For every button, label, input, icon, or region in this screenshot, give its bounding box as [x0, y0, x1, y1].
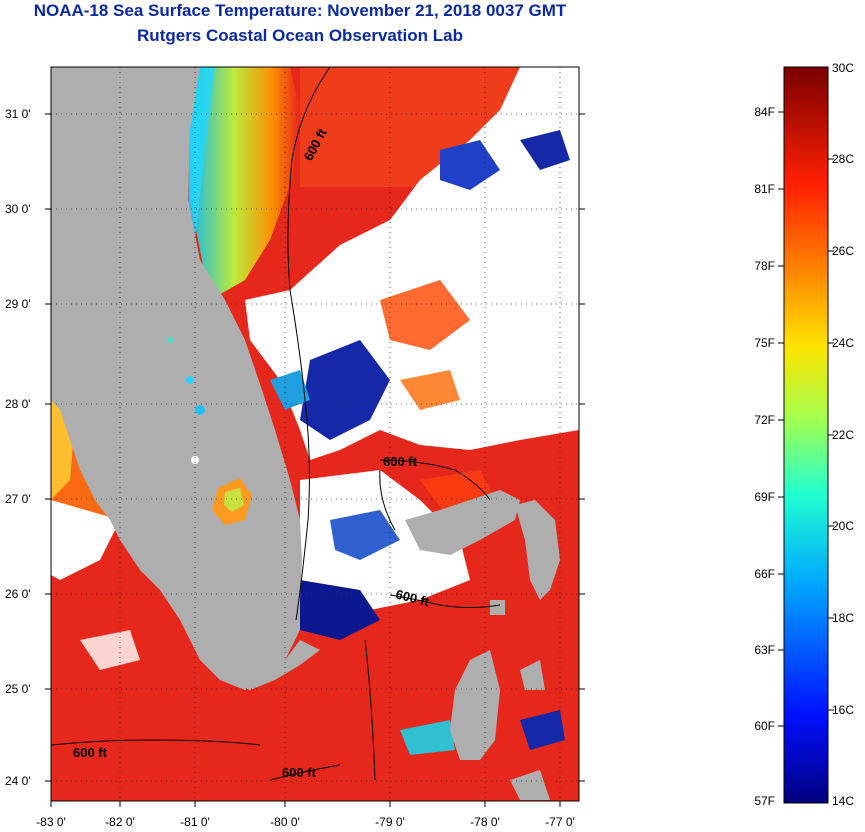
lat-label: 27 0' — [5, 492, 31, 506]
map-title: NOAA-18 Sea Surface Temperature: Novembe… — [33, 1, 567, 20]
colorbar-celsius-label: 22C — [832, 428, 854, 442]
colorbar-fahrenheit-label: 81F — [754, 182, 775, 196]
lat-label: 30 0' — [5, 202, 31, 216]
lat-label: 29 0' — [5, 297, 31, 311]
colorbar-celsius-label: 26C — [832, 244, 854, 258]
lon-label: -78 0' — [470, 815, 500, 829]
lon-label: -81 0' — [180, 815, 210, 829]
contour-label: 600 ft — [383, 454, 418, 469]
colorbar-fahrenheit-label: 72F — [754, 413, 775, 427]
colorbar-fahrenheit-label: 66F — [754, 567, 775, 581]
lat-label: 24 0' — [5, 774, 31, 788]
colorbar-celsius-label: 20C — [832, 519, 854, 533]
colorbar-celsius-label: 14C — [832, 794, 854, 808]
lat-label: 28 0' — [5, 397, 31, 411]
colorbar-fahrenheit-label: 75F — [754, 336, 775, 350]
colorbar-celsius-label: 24C — [832, 336, 854, 350]
cold-patch — [300, 340, 390, 440]
lon-label: -79 0' — [375, 815, 405, 829]
lat-label: 31 0' — [5, 107, 31, 121]
map-frame — [50, 66, 580, 802]
colorbar-fahrenheit-label: 84F — [754, 105, 775, 119]
colorbar-fahrenheit-label: 60F — [754, 719, 775, 733]
colorbar-fahrenheit-label: 63F — [754, 643, 775, 657]
lon-label: -77 0' — [545, 815, 575, 829]
map-subtitle: Rutgers Coastal Ocean Observation Lab — [137, 26, 463, 45]
andros-island — [450, 650, 500, 760]
lat-label: 26 0' — [5, 587, 31, 601]
colorbar-celsius-label: 28C — [832, 152, 854, 166]
cool-shelf-water — [190, 67, 300, 300]
colorbar-fahrenheit-label: 69F — [754, 490, 775, 504]
colorbar — [783, 66, 829, 804]
graticule — [51, 67, 579, 801]
lon-label: -80 0' — [270, 815, 300, 829]
florida-peninsula — [51, 67, 302, 690]
lat-label: 25 0' — [5, 682, 31, 696]
colorbar-ticks — [778, 111, 834, 727]
contour-label: 600 ft — [282, 765, 317, 780]
contour-600ft — [51, 67, 501, 781]
colorbar-celsius-label: 18C — [832, 611, 854, 625]
sst-field — [51, 67, 579, 801]
lon-label: -82 0' — [105, 815, 135, 829]
colorbar-fahrenheit-label: 78F — [754, 259, 775, 273]
grand-bahama-island — [405, 490, 520, 555]
colorbar-fahrenheit-label: 57F — [754, 794, 775, 808]
contour-label: 600 ft — [73, 745, 108, 760]
colorbar-celsius-label: 30C — [832, 61, 854, 75]
colorbar-celsius-label: 16C — [832, 703, 854, 717]
axis-ticks — [45, 113, 585, 807]
lon-label: -83 0' — [36, 815, 66, 829]
abaco-island — [515, 500, 560, 600]
